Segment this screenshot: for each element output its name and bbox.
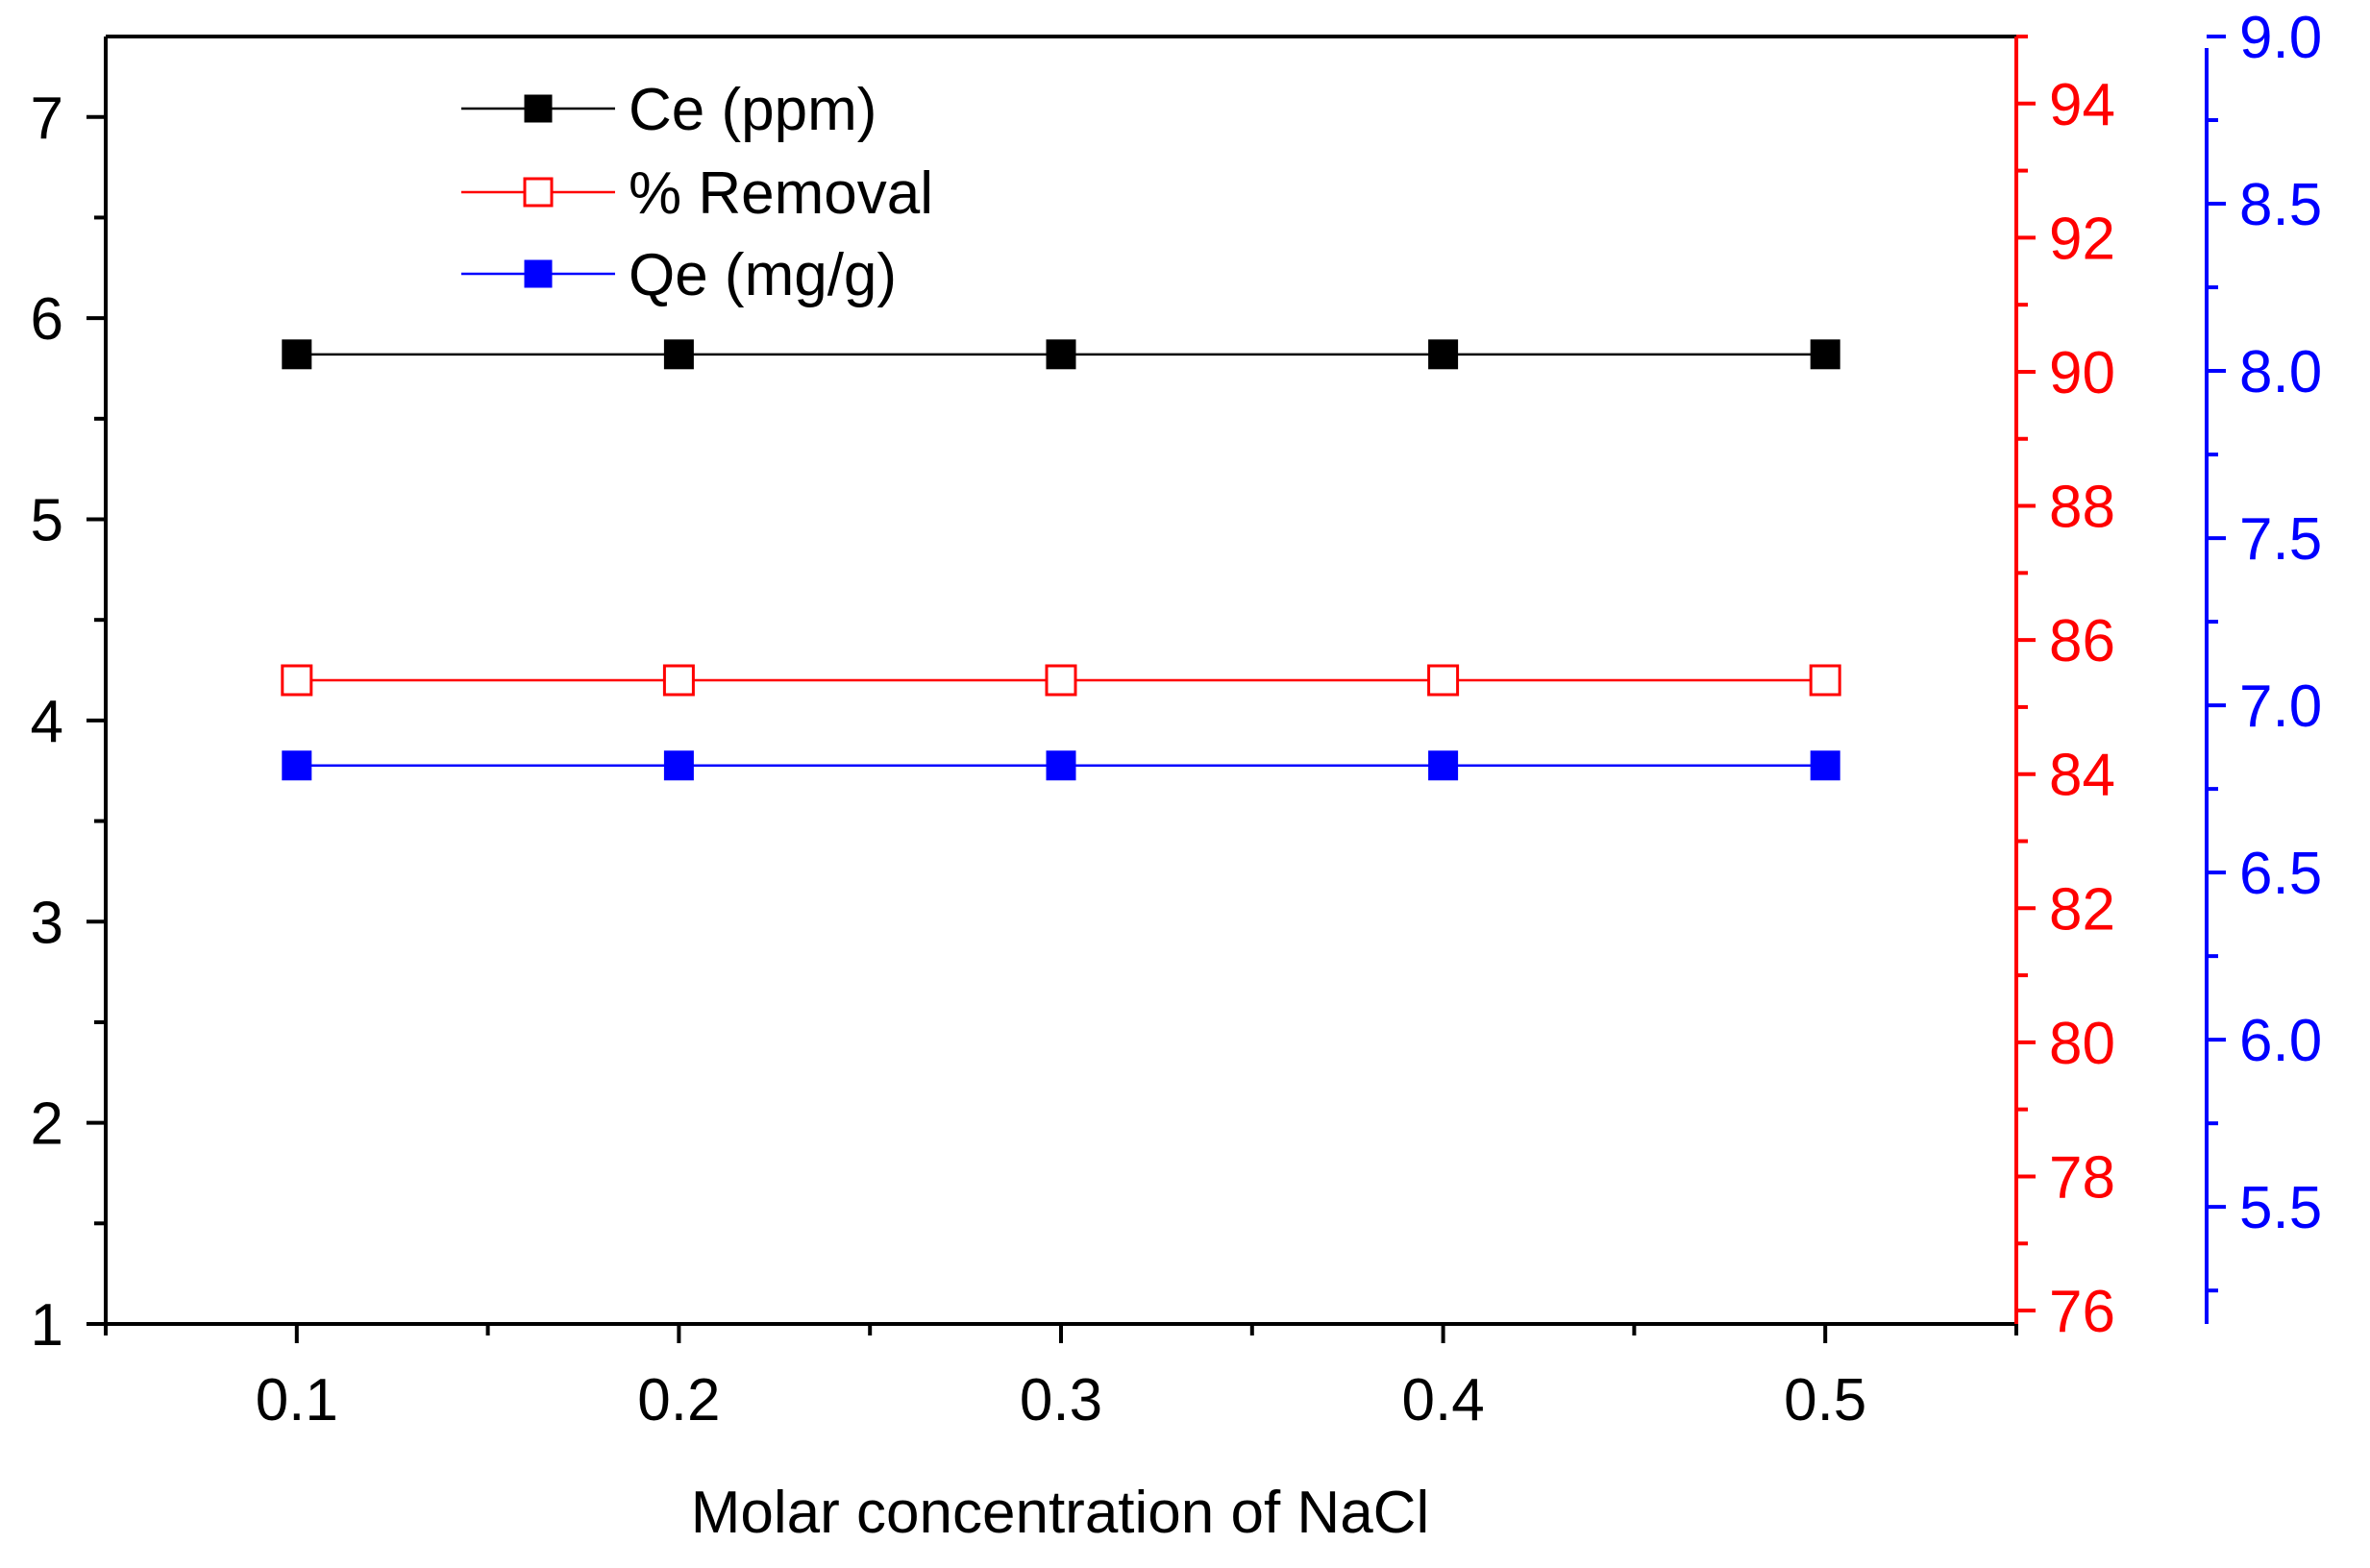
data-point-qe-mg-g [1046,750,1076,781]
blue-tick-label: 8.5 [2239,172,2322,238]
left-tick-label: 6 [31,286,63,353]
x-tick-label: 0.2 [637,1367,720,1433]
data-point-qe-mg-g [1428,750,1459,781]
red-tick-label: 76 [2049,1279,2115,1345]
legend-label-removal: % Removal [629,160,933,227]
data-point-qe-mg-g [1810,750,1840,781]
red-tick-label: 84 [2049,743,2115,809]
legend-marker-removal [523,177,554,208]
data-point-ce-ppm [282,339,312,370]
blue-tick-label: 8.0 [2239,339,2322,405]
blue-tick-label: 5.5 [2239,1175,2322,1241]
data-point-qe-mg-g [663,750,694,781]
red-tick-label: 80 [2049,1011,2115,1077]
data-point-qe-mg-g [282,750,312,781]
red-tick-label: 94 [2049,72,2115,138]
data-point-removal [1427,664,1460,697]
left-tick-label: 4 [31,689,63,755]
left-tick-label: 2 [31,1091,63,1158]
left-tick-label: 5 [31,488,63,554]
blue-tick-label: 7.0 [2239,674,2322,740]
left-tick-label: 7 [31,86,63,152]
data-point-removal [1809,664,1841,697]
legend-marker-ce-ppm [524,94,553,123]
data-point-ce-ppm [663,339,694,370]
x-tick-label: 0.1 [256,1367,338,1433]
x-tick-label: 0.5 [1784,1367,1866,1433]
red-tick-label: 88 [2049,475,2115,541]
legend-label-ce-ppm: Ce (ppm) [629,77,876,143]
red-tick-label: 78 [2049,1144,2115,1211]
left-tick-label: 3 [31,890,63,956]
data-point-removal [662,664,695,697]
red-tick-label: 82 [2049,876,2115,943]
red-tick-label: 86 [2049,608,2115,674]
blue-tick-label: 6.5 [2239,841,2322,907]
data-point-removal [1045,664,1077,697]
legend-label-qe-mg-g: Qe (mg/g) [629,242,897,308]
red-tick-label: 90 [2049,340,2115,406]
axes-layer: 0.1 0.2 0.3 0.4 0.5 1 2 3 4 5 6 7 76 78 80 82 84 86 88 90 92… [31,5,2323,1433]
legend: Ce (ppm) % Removal Qe (mg/g) [461,77,933,308]
blue-tick-label: 6.0 [2239,1008,2322,1074]
data-point-ce-ppm [1810,339,1840,370]
data-point-ce-ppm [1046,339,1076,370]
red-tick-label: 92 [2049,206,2115,272]
left-tick-label: 1 [31,1292,63,1359]
x-tick-label: 0.4 [1401,1367,1484,1433]
data-point-removal [281,664,313,697]
series-layer [281,339,1841,781]
x-tick-label: 0.3 [1020,1367,1102,1433]
blue-tick-label: 9.0 [2239,5,2322,71]
blue-tick-label: 7.5 [2239,506,2322,573]
x-axis-title: Molar concentration of NaCl [691,1480,1429,1546]
data-point-ce-ppm [1428,339,1459,370]
legend-marker-qe-mg-g [524,259,553,288]
